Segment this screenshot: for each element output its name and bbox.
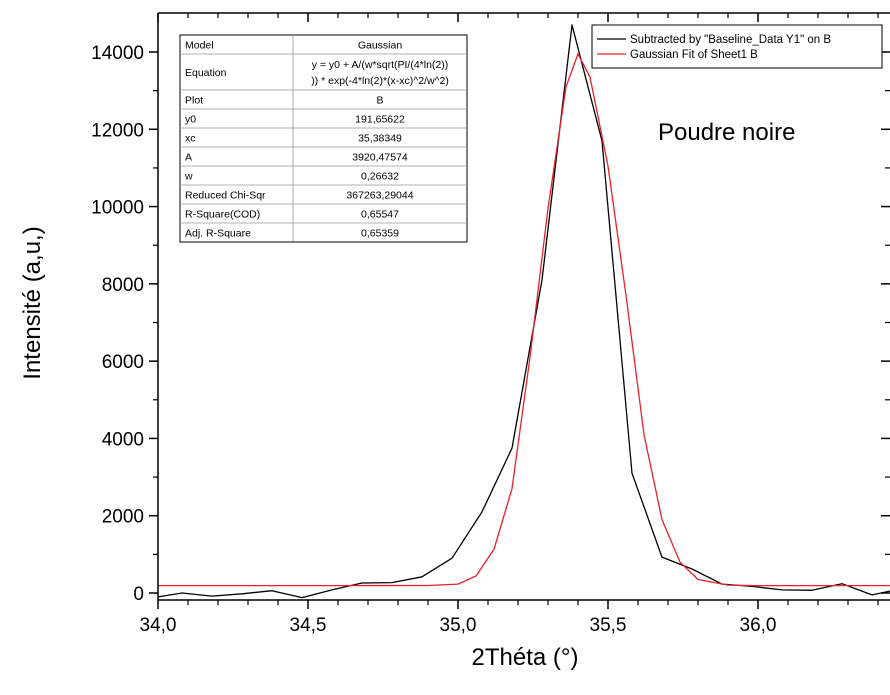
fit-table-label: Reduced Chi-Sqr [185, 190, 266, 202]
fit-table-label: xc [185, 133, 196, 145]
fit-table-value: )) * exp(-4*ln(2)*(x-xc)^2/w^2) [311, 75, 449, 87]
x-tick-label: 35,5 [590, 615, 627, 636]
legend-box [591, 24, 883, 69]
fit-table-value: 0,65547 [361, 209, 399, 221]
fit-table-value: B [376, 95, 383, 107]
x-tick-label: 35,0 [440, 615, 477, 636]
legend-entry: Subtracted by "Baseline_Data Y1" on B [630, 34, 831, 46]
y-tick-label: 6000 [102, 352, 144, 373]
series-line-fit [158, 53, 890, 587]
fit-table [179, 34, 468, 243]
y-tick-label: 8000 [102, 275, 144, 296]
x-tick-label: 36,0 [740, 615, 777, 636]
y-tick-label: 12000 [91, 120, 144, 141]
fit-table-label: y0 [185, 114, 196, 126]
y-tick-label: 14000 [91, 43, 144, 64]
fit-table-label: Equation [185, 67, 227, 79]
fit-table-label: A [185, 152, 192, 164]
fit-table-label: Model [185, 40, 214, 52]
y-axis-title: Intensité (a,u,) [19, 226, 46, 379]
x-tick-label: 34,0 [140, 615, 177, 636]
fit-table-label: w [184, 171, 193, 183]
fit-table-value: 0,65359 [361, 228, 399, 240]
y-tick-label: 4000 [102, 429, 144, 450]
y-tick-label: 0 [133, 584, 144, 605]
fit-table-label: R-Square(COD) [185, 209, 260, 221]
fit-table-value: 367263,29044 [346, 190, 413, 202]
y-tick-label: 2000 [102, 507, 144, 528]
fit-table-value: 3920,47574 [352, 152, 408, 164]
x-axis-title: 2Théta (°) [472, 644, 579, 671]
x-tick-label: 34,5 [290, 615, 327, 636]
fit-table-value: Gaussian [358, 40, 403, 52]
fit-table-label: Plot [185, 95, 203, 107]
fit-table-value: y = y0 + A/(w*sqrt(PI/(4*ln(2)) [312, 59, 449, 71]
fit-table-value: 0,26632 [361, 171, 399, 183]
series-line-data [158, 24, 890, 599]
y-tick-label: 10000 [91, 198, 144, 219]
legend-entry: Gaussian Fit of Sheet1 B [630, 49, 758, 61]
fit-table-value: 191,65622 [355, 114, 405, 126]
fit-table-label: Adj. R-Square [185, 228, 251, 240]
fit-table-value: 35,38349 [358, 133, 402, 145]
chart-annotation: Poudre noire [658, 119, 795, 146]
